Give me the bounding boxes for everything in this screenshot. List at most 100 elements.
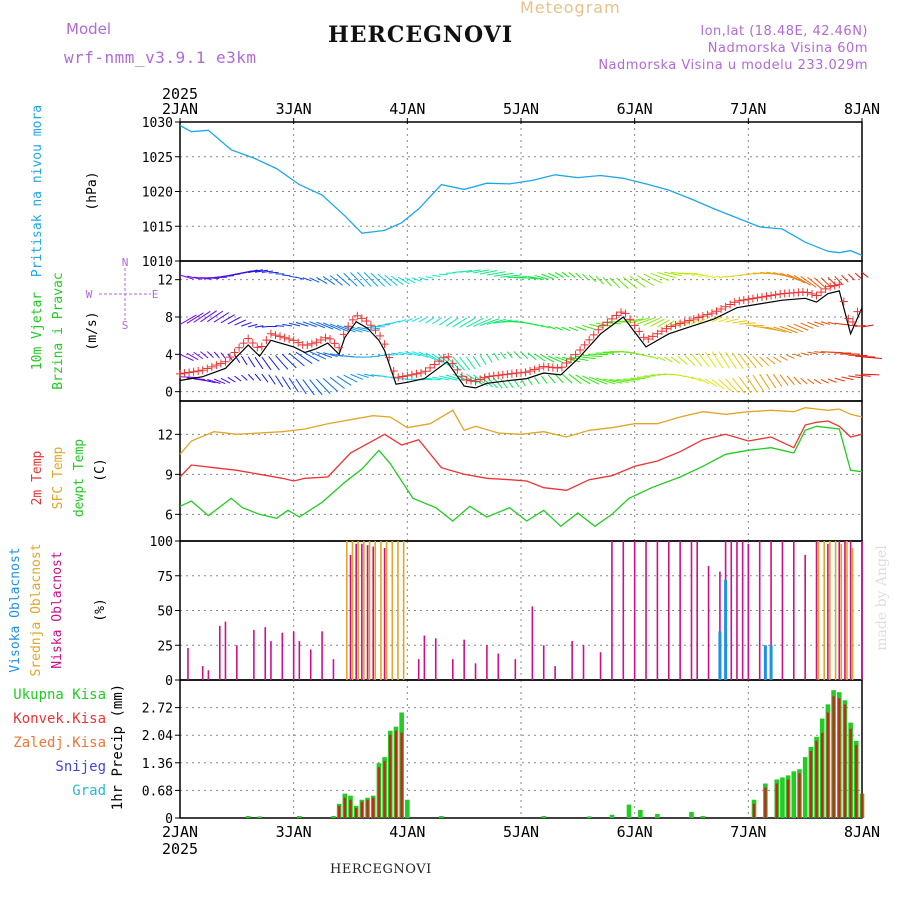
wind-arrow — [391, 352, 404, 356]
mid-cloud-bar — [357, 541, 359, 680]
wind-gust-marker — [612, 311, 621, 320]
wind-arrow — [193, 351, 204, 360]
wind-arrow — [418, 276, 428, 281]
precip-total-bar — [700, 815, 706, 818]
precip-legend-item: Zaledj.Kisa — [13, 735, 106, 751]
wind-arrow — [657, 356, 666, 362]
wind-gust-marker — [598, 321, 607, 330]
wind-gust-marker — [180, 369, 189, 378]
wind-arrow — [404, 318, 413, 323]
wind-gust-marker — [721, 302, 730, 311]
wind-gust-marker — [371, 326, 380, 335]
wind-arrow — [711, 317, 722, 323]
precip-conv-bar — [389, 734, 392, 818]
wind-arrow — [548, 272, 559, 279]
wind-arrow — [411, 351, 429, 359]
wind-arrow — [357, 373, 369, 378]
low-cloud-bar — [298, 641, 301, 680]
wind-gust-marker — [839, 297, 848, 306]
wind-arrow — [739, 322, 756, 325]
xtick-label-top: 5JAN — [503, 100, 539, 118]
wind-arrow — [854, 272, 862, 279]
wind-arrow — [677, 355, 688, 365]
wind-arrow — [356, 271, 372, 287]
ylabel-pressure: Pritisak na nivou mora — [30, 105, 45, 277]
wind-arrow — [493, 272, 514, 277]
mid-cloud-bar — [851, 547, 854, 680]
precip-legend-item: Ukupna Kisa — [13, 687, 106, 703]
wind-arrow — [282, 274, 291, 277]
wind-arrow — [684, 273, 698, 275]
wind-arrow — [459, 269, 472, 273]
wind-arrow — [329, 323, 349, 332]
low-cloud-bar — [633, 541, 636, 680]
wind-arrow — [323, 352, 338, 358]
low-cloud-bar — [781, 541, 784, 680]
precip-conv-bar — [832, 696, 835, 818]
mid-cloud-bar — [346, 541, 348, 680]
wind-arrow — [568, 373, 582, 384]
wind-arrow — [534, 376, 540, 385]
low-cloud-bar — [253, 629, 255, 680]
wind-arrow — [520, 351, 529, 359]
wind-arrow — [698, 274, 708, 277]
wind-arrow — [650, 272, 670, 281]
wind-arrow — [643, 354, 652, 358]
wind-gust-marker — [262, 336, 271, 345]
wind-arrow — [773, 356, 782, 363]
wind-arrow — [807, 378, 815, 385]
wind-gust-marker — [698, 312, 707, 321]
temp-2m-line — [179, 420, 863, 491]
low-cloud-bar — [264, 627, 267, 680]
wind-arrow — [302, 277, 312, 282]
wind-gust-marker — [312, 338, 321, 347]
wind-gust-marker — [357, 314, 366, 323]
mid-cloud-bar — [363, 541, 365, 680]
precip-conv-bar — [394, 730, 398, 818]
wind-arrow — [609, 277, 621, 289]
low-cloud-bar — [463, 639, 465, 680]
wind-arrow — [527, 377, 533, 386]
dewpt-line — [179, 425, 863, 528]
wind-gust-marker — [221, 357, 230, 366]
wind-gust-marker — [307, 339, 316, 348]
low-cloud-bar — [736, 541, 738, 680]
precip-conv-bar — [383, 761, 386, 818]
wind-arrow — [705, 275, 714, 278]
wind-arrow — [322, 377, 338, 392]
wind-arrow — [261, 356, 272, 371]
year-label-bottom: 2025 — [162, 840, 198, 858]
wind-arrow — [261, 325, 270, 328]
ytick-label-pressure: 1010 — [142, 255, 173, 270]
wind-arrow — [486, 318, 506, 325]
wind-arrow — [807, 321, 819, 328]
wind-arrow — [548, 355, 564, 364]
precip-legend-item: Konvek.Kisa — [13, 711, 106, 727]
mid-cloud-bar — [402, 541, 405, 680]
ytick-label-precip: 0 — [165, 812, 173, 827]
wind-arrow — [473, 317, 492, 327]
wind-arrow — [848, 375, 863, 379]
ytick-label-pressure: 1030 — [142, 116, 173, 131]
wind-arrow — [350, 272, 365, 287]
wind-gust-marker — [617, 308, 626, 317]
wind-gust-marker — [389, 366, 398, 375]
wind-arrow — [554, 272, 564, 278]
ylabel-wind-unit: (m/s) — [85, 311, 100, 350]
wind-arrow — [800, 275, 817, 288]
wind-gust-marker — [330, 339, 339, 348]
wind-arrow — [350, 326, 369, 333]
wind-arrow — [220, 377, 231, 384]
wind-gust-marker — [285, 335, 294, 344]
wind-arrow — [711, 351, 724, 369]
wind-arrow — [527, 352, 537, 361]
wind-arrow — [295, 321, 309, 327]
wind-arrow — [234, 319, 247, 326]
wind-gust-marker — [685, 316, 694, 325]
wind-arrow — [432, 274, 441, 277]
wind-arrow — [432, 317, 443, 325]
wind-gust-marker — [403, 371, 412, 380]
precip-conv-bar — [343, 797, 347, 818]
wind-arrow — [268, 271, 279, 274]
low-cloud-bar — [582, 645, 585, 680]
